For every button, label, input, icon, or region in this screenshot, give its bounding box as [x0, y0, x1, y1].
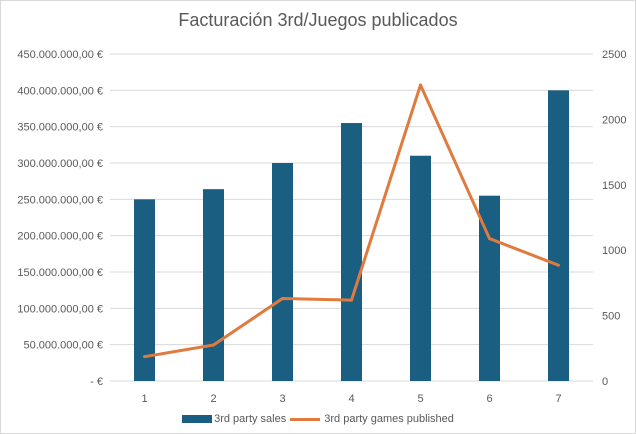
x-tick-label: 6: [486, 393, 492, 405]
bar-sales: [410, 155, 431, 381]
y-right-tick-label: 2500: [602, 49, 626, 61]
x-tick-label: 2: [210, 393, 216, 405]
y-right-tick-label: 1500: [602, 180, 626, 192]
x-tick-label: 7: [555, 393, 561, 405]
y-left-tick-label: 50.000.000,00 €: [23, 340, 103, 352]
y-right-tick-label: 0: [602, 376, 608, 388]
point-games-published: [143, 355, 146, 359]
y-left-tick-label: 350.000.000,00 €: [17, 122, 103, 134]
y-left-tick-label: - €: [90, 376, 103, 388]
legend: 3rd party sales 3rd party games publishe…: [0, 413, 636, 425]
bar-sales: [341, 123, 362, 382]
y-right-tick-label: 2000: [602, 114, 626, 126]
x-tick-label: 1: [141, 393, 147, 405]
point-games-published: [212, 343, 215, 347]
chart-title: Facturación 3rd/Juegos publicados: [178, 10, 458, 30]
y-right-tick-label: 1000: [602, 245, 626, 257]
legend-swatch-sales: [182, 415, 213, 423]
bar-sales: [134, 199, 155, 381]
point-games-published: [488, 237, 491, 241]
y-left-tick-label: 300.000.000,00 €: [17, 158, 103, 170]
y-left-tick-label: 400.000.000,00 €: [17, 85, 103, 97]
y-left-tick-label: 250.000.000,00 €: [17, 194, 103, 206]
y-right-tick-label: 500: [602, 311, 620, 323]
bar-sales: [203, 189, 224, 381]
point-games-published: [419, 83, 422, 87]
x-tick-label: 5: [417, 393, 423, 405]
legend-label-games: 3rd party games published: [324, 413, 454, 425]
bar-sales: [272, 163, 293, 381]
point-games-published: [281, 296, 284, 300]
point-games-published: [557, 263, 560, 267]
y-left-tick-label: 450.000.000,00 €: [17, 49, 103, 61]
y-left-tick-label: 150.000.000,00 €: [17, 267, 103, 279]
bar-sales: [548, 90, 569, 381]
point-games-published: [350, 298, 353, 302]
y-left-tick-label: 100.000.000,00 €: [17, 303, 103, 315]
legend-swatch-games: [290, 417, 321, 421]
legend-label-sales: 3rd party sales: [214, 413, 287, 425]
y-left-tick-label: 200.000.000,00 €: [17, 231, 103, 243]
x-tick-label: 3: [279, 393, 285, 405]
x-tick-label: 4: [348, 393, 354, 405]
